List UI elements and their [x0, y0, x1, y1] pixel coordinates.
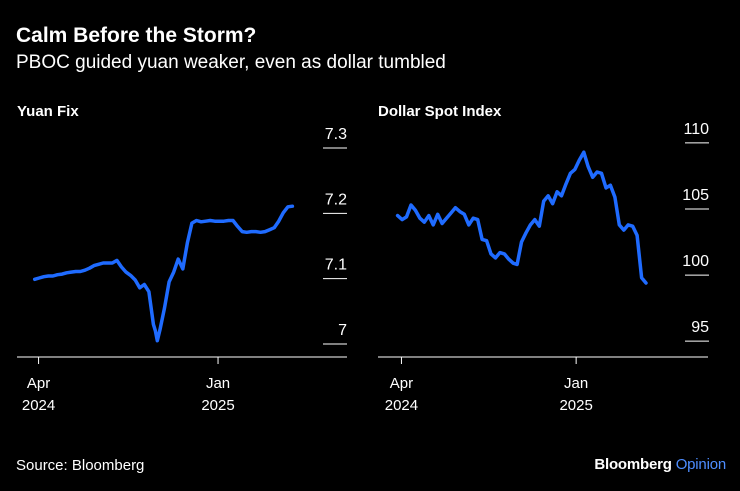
x-tick-label: Apr 2024 — [22, 375, 55, 414]
y-tick-label: 7.1 — [325, 257, 347, 274]
y-tick-label: 7.3 — [325, 126, 347, 143]
x-tick-label: Apr 2024 — [385, 375, 418, 414]
panel-title: Dollar Spot Index — [378, 103, 502, 120]
y-tick-label: 7 — [338, 322, 347, 339]
brand-suffix: Opinion — [675, 456, 727, 473]
series-line — [395, 150, 648, 285]
panel-title: Yuan Fix — [17, 103, 79, 120]
source-note: Source: Bloomberg — [16, 457, 145, 474]
y-tick-label: 7.2 — [325, 191, 347, 208]
y-tick-label: 95 — [691, 319, 709, 336]
brand-name: Bloomberg — [594, 456, 672, 473]
y-tick-label: 110 — [683, 121, 709, 138]
y-tick-label: 100 — [682, 253, 709, 270]
chart-title: Calm Before the Storm? — [16, 24, 257, 47]
series-line — [32, 204, 295, 343]
x-tick-label: Jan 2025 — [559, 375, 592, 414]
brand-logo: Bloomberg Opinion — [594, 456, 726, 473]
chart-subtitle: PBOC guided yuan weaker, even as dollar … — [16, 52, 446, 73]
y-tick-label: 105 — [682, 187, 709, 204]
x-tick-label: Jan 2025 — [201, 375, 234, 414]
